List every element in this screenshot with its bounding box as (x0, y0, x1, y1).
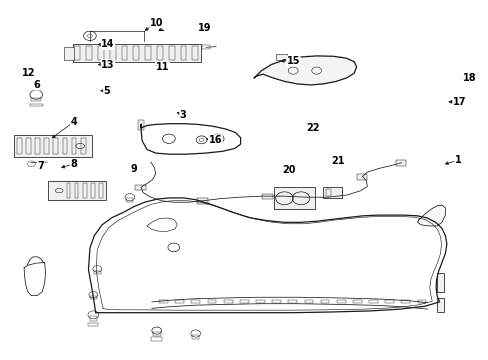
Bar (48, 181, 106, 201)
Text: 1: 1 (454, 155, 461, 165)
Bar (395, 160, 406, 166)
Text: 5: 5 (103, 86, 110, 96)
Text: 22: 22 (305, 123, 319, 133)
Text: 14: 14 (101, 40, 115, 49)
Bar (98, 46, 103, 60)
Text: 17: 17 (452, 97, 466, 107)
Bar (417, 300, 426, 303)
Text: 9: 9 (130, 163, 137, 174)
Bar (272, 300, 281, 303)
Text: 18: 18 (462, 73, 476, 83)
Text: 4: 4 (70, 117, 77, 127)
Text: 8: 8 (70, 159, 77, 169)
Bar (168, 46, 174, 60)
Bar (180, 46, 186, 60)
Bar (82, 183, 86, 198)
Bar (135, 185, 146, 190)
Text: 6: 6 (33, 80, 40, 90)
Text: 19: 19 (197, 23, 211, 33)
Text: 3: 3 (179, 110, 186, 120)
Bar (336, 300, 345, 303)
Bar (436, 298, 444, 312)
Bar (320, 300, 329, 303)
Bar (323, 187, 341, 198)
Bar (30, 104, 42, 107)
Bar (325, 189, 330, 196)
Bar (81, 138, 85, 154)
Bar (273, 187, 315, 210)
Bar (356, 174, 366, 180)
Bar (175, 300, 183, 303)
Bar (436, 273, 444, 292)
Bar (90, 296, 97, 299)
Text: 12: 12 (22, 68, 36, 78)
Text: 10: 10 (150, 18, 163, 28)
Bar (35, 138, 40, 154)
Text: 11: 11 (156, 62, 169, 72)
Bar (157, 46, 163, 60)
Bar (71, 138, 76, 154)
Text: 20: 20 (282, 165, 296, 175)
Bar (138, 120, 144, 130)
Bar (276, 54, 286, 60)
Bar (191, 300, 200, 303)
Bar (240, 300, 248, 303)
Bar (31, 98, 41, 101)
Bar (151, 337, 162, 341)
Text: 21: 21 (331, 156, 344, 166)
Bar (352, 300, 361, 303)
Bar (145, 46, 151, 60)
Bar (401, 300, 409, 303)
Bar (133, 46, 139, 60)
Bar (109, 46, 115, 60)
Polygon shape (254, 56, 356, 85)
Bar (88, 323, 98, 326)
Bar (256, 300, 264, 303)
Bar (94, 271, 101, 274)
Bar (201, 45, 210, 49)
Bar (368, 300, 377, 303)
Bar (262, 194, 272, 199)
Bar (90, 183, 94, 198)
Bar (14, 135, 92, 157)
Bar (74, 183, 78, 198)
Text: 16: 16 (208, 135, 222, 145)
Bar (207, 300, 216, 303)
Bar (192, 335, 199, 338)
Bar (17, 138, 22, 154)
Text: 7: 7 (37, 161, 44, 171)
Bar (90, 316, 97, 320)
Text: 13: 13 (101, 59, 115, 69)
Bar (66, 183, 70, 198)
Bar (197, 198, 207, 204)
Bar (122, 46, 127, 60)
Bar (26, 138, 31, 154)
Bar (126, 198, 133, 202)
Bar (62, 138, 67, 154)
Bar (64, 46, 74, 59)
Bar (86, 46, 92, 60)
Bar (304, 300, 313, 303)
Bar (385, 300, 393, 303)
Polygon shape (417, 205, 445, 226)
Text: 2: 2 (157, 23, 163, 33)
Bar (53, 138, 58, 154)
Bar (99, 183, 102, 198)
Text: 15: 15 (286, 56, 300, 66)
Bar (288, 300, 297, 303)
Bar (73, 44, 200, 62)
Bar (44, 138, 49, 154)
Bar (224, 300, 232, 303)
Bar (192, 46, 198, 60)
Bar (159, 300, 167, 303)
Bar (74, 46, 80, 60)
Bar (153, 332, 160, 336)
